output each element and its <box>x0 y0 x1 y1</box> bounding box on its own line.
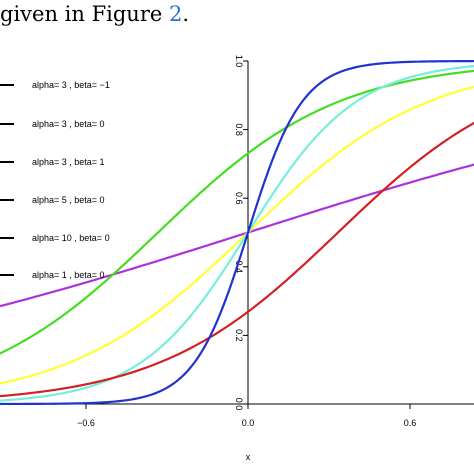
legend-label: alpha= 3 , beta= −1 <box>32 80 110 90</box>
legend-label: alpha= 1 , beta= 0 <box>32 270 105 280</box>
y-tick-label: 0.8 <box>234 123 244 136</box>
chart-series-lines <box>0 59 474 406</box>
series-line-0 <box>0 121 474 398</box>
y-tick-label: 0.6 <box>234 192 244 205</box>
series-line-3 <box>0 65 474 402</box>
x-tick-label: −0.6 <box>77 418 95 428</box>
x-tick-label: 0.0 <box>242 418 255 428</box>
series-line-2 <box>0 69 474 355</box>
legend-label: alpha= 5 , beta= 0 <box>32 195 105 205</box>
caption-tail: . <box>182 2 190 26</box>
legend-label: alpha= 3 , beta= 1 <box>32 157 105 167</box>
caption-text: given in Figure <box>0 2 169 26</box>
y-tick-label: 0.2 <box>234 329 244 342</box>
y-tick-label: 1.0 <box>234 55 244 68</box>
legend-label: alpha= 10 , beta= 0 <box>32 233 110 243</box>
series-line-4 <box>0 59 474 406</box>
x-axis-label: x <box>246 452 251 462</box>
figure-caption: given in Figure 2. <box>0 2 189 26</box>
x-tick-label: 0.6 <box>404 418 417 428</box>
figure-reference-link[interactable]: 2 <box>168 2 183 26</box>
series-line-5 <box>0 163 474 308</box>
series-line-1 <box>0 85 474 385</box>
y-tick-label: 0.4 <box>234 261 244 274</box>
chart-legend: alpha= 3 , beta= −1 alpha= 3 , beta= 0 alp… <box>0 80 110 280</box>
y-tick-label: 0.0 <box>234 398 244 411</box>
legend-label: alpha= 3 , beta= 0 <box>32 119 105 129</box>
